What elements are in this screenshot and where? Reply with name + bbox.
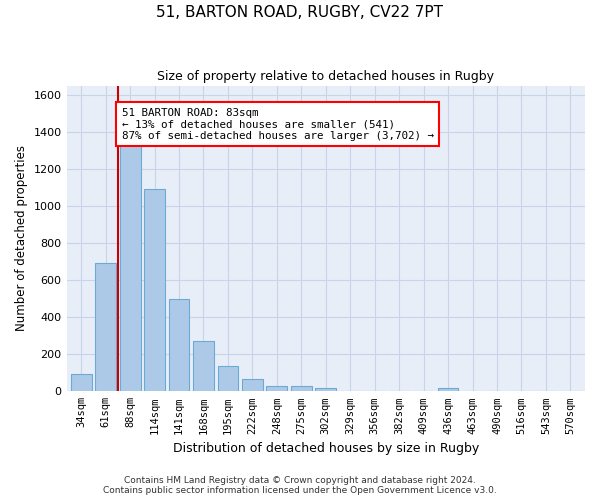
- Text: 51 BARTON ROAD: 83sqm
← 13% of detached houses are smaller (541)
87% of semi-det: 51 BARTON ROAD: 83sqm ← 13% of detached …: [122, 108, 434, 141]
- Bar: [144, 190, 165, 392]
- Text: Contains HM Land Registry data © Crown copyright and database right 2024.
Contai: Contains HM Land Registry data © Crown c…: [103, 476, 497, 495]
- Y-axis label: Number of detached properties: Number of detached properties: [15, 146, 28, 332]
- Bar: [95, 264, 116, 392]
- Title: Size of property relative to detached houses in Rugby: Size of property relative to detached ho…: [157, 70, 494, 83]
- Bar: [242, 380, 263, 392]
- Bar: [120, 143, 140, 392]
- Bar: [193, 342, 214, 392]
- Bar: [169, 298, 190, 392]
- Text: 51, BARTON ROAD, RUGBY, CV22 7PT: 51, BARTON ROAD, RUGBY, CV22 7PT: [157, 5, 443, 20]
- Bar: [291, 386, 312, 392]
- Bar: [316, 388, 336, 392]
- Bar: [437, 388, 458, 392]
- Bar: [71, 374, 92, 392]
- X-axis label: Distribution of detached houses by size in Rugby: Distribution of detached houses by size …: [173, 442, 479, 455]
- Bar: [218, 366, 238, 392]
- Bar: [266, 386, 287, 392]
